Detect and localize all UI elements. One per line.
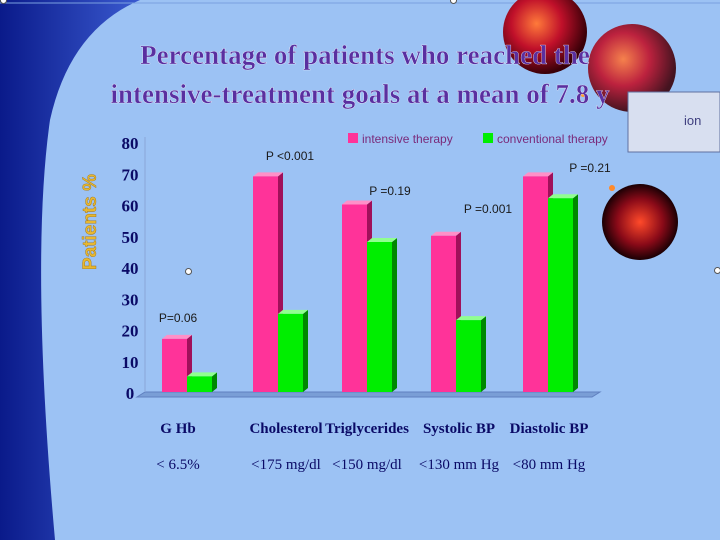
selection-handle-left-mid[interactable] <box>185 268 192 275</box>
x-goal-label: <130 mm Hg <box>419 457 500 473</box>
p-value-label: P =0.19 <box>369 184 411 198</box>
bar-top-face <box>342 200 372 205</box>
bar-intensive <box>162 338 187 392</box>
bar-top-face <box>523 172 553 177</box>
y-axis-label: Patients % <box>80 174 101 270</box>
y-tick-label: 30 <box>122 290 139 309</box>
bar-side-face <box>212 372 217 392</box>
dark-orb-icon <box>602 184 678 260</box>
x-goal-label: < 6.5% <box>156 457 199 473</box>
bar-top-face <box>367 238 397 242</box>
bar-top-face <box>431 231 461 236</box>
chart-legend: intensive therapy conventional therapy <box>348 132 608 146</box>
decorative-graphic: ion <box>503 0 720 260</box>
y-tick-label: 80 <box>122 134 139 153</box>
bar-top-face <box>187 372 217 377</box>
x-category-label: G Hb <box>160 421 195 437</box>
y-tick-label: 60 <box>122 197 139 216</box>
bar-side-face <box>392 238 397 392</box>
bar-conventional <box>187 376 212 392</box>
x-goal-label: <150 mg/dl <box>332 457 402 473</box>
bar-intensive <box>342 204 367 392</box>
spark-dot-icon <box>609 185 615 191</box>
bar-conventional <box>367 242 392 392</box>
y-tick-label: 40 <box>122 259 139 278</box>
x-goal-label: <175 mg/dl <box>251 457 321 473</box>
bar-top-face <box>162 334 192 339</box>
slide-title-line-2: intensive-treatment goals at a mean of 7… <box>111 79 610 109</box>
legend-swatch-intensive <box>348 133 358 143</box>
spark-dot-icon <box>581 93 585 97</box>
legend-label-conventional: conventional therapy <box>497 132 608 146</box>
bar-top-face <box>253 172 283 177</box>
legend-label-intensive: intensive therapy <box>362 132 453 146</box>
p-value-label: P <0.001 <box>266 149 314 163</box>
bar-side-face <box>481 316 486 392</box>
bar-intensive <box>253 176 278 392</box>
bar-chart: 0 10 20 30 40 50 60 70 80 P=0.06 P <0.001 P =0.19 P … <box>122 134 612 473</box>
bar-conventional <box>278 313 303 392</box>
p-value-label: P =0.21 <box>569 161 611 175</box>
p-value-label: P =0.001 <box>464 202 512 216</box>
y-tick-label: 20 <box>122 322 139 341</box>
y-tick-label: 50 <box>122 228 139 247</box>
slide-title-line-1: Percentage of patients who reached the <box>140 40 590 70</box>
selection-handle-top-left[interactable] <box>0 0 7 4</box>
bar-intensive <box>523 176 548 392</box>
x-category-label: Systolic BP <box>423 421 495 437</box>
x-category-label: Triglycerides <box>325 421 409 437</box>
y-tick-label: 70 <box>122 165 139 184</box>
x-goal-label: <80 mm Hg <box>513 457 586 473</box>
red-orb-icon <box>588 24 676 112</box>
selection-handle-top-mid[interactable] <box>450 0 457 4</box>
bar-top-face <box>548 194 578 199</box>
chart-floor <box>135 391 602 398</box>
selection-handle-right-mid[interactable] <box>714 267 720 274</box>
inset-image-box <box>627 91 720 153</box>
bar-conventional <box>456 320 481 392</box>
bar-side-face <box>573 194 578 392</box>
bar-top-face <box>278 309 308 314</box>
left-edge-band <box>0 0 140 540</box>
x-category-label: Cholesterol <box>249 421 322 437</box>
bar-intensive <box>431 235 456 392</box>
bar-conventional <box>548 198 573 392</box>
bar-side-face <box>303 309 308 392</box>
bar-top-face <box>456 316 486 321</box>
y-tick-label: 10 <box>122 353 139 372</box>
y-tick-label: 0 <box>126 384 135 403</box>
red-orb-icon <box>503 0 587 74</box>
inset-image-text: ion <box>684 113 701 128</box>
legend-swatch-conventional <box>483 133 493 143</box>
x-category-label: Diastolic BP <box>510 421 589 437</box>
p-value-label: P=0.06 <box>159 311 198 325</box>
